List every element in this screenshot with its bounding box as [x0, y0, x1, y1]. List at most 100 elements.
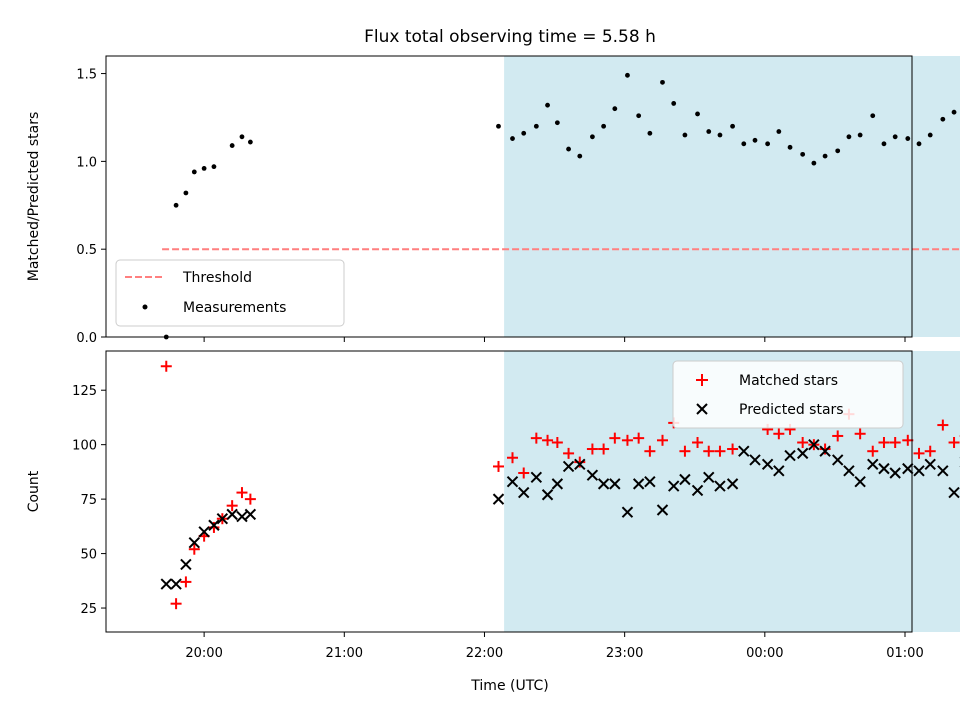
predicted-point	[208, 519, 220, 531]
predicted-point	[216, 513, 229, 525]
predicted-point	[703, 471, 715, 484]
predicted-point-b	[924, 458, 936, 470]
predicted-point	[819, 445, 831, 457]
predicted-point-b	[574, 458, 586, 470]
measurement-point	[892, 134, 898, 140]
ratio-panel: 0.0 0.5 1.0 1.5 Matched/Predicted stars Thr…	[26, 55, 960, 346]
predicted-point	[574, 458, 586, 470]
predicted-point	[530, 471, 543, 484]
predicted-point-b	[180, 558, 192, 571]
predicted-point-b	[726, 478, 739, 490]
y-tick-label: 1.5	[76, 68, 97, 83]
predicted-point-b	[832, 454, 844, 466]
matched-point	[819, 443, 831, 455]
observing-span-top	[504, 56, 960, 337]
measurement-point	[533, 123, 539, 129]
counts-y-label: Count	[26, 470, 42, 512]
predicted-point	[586, 469, 599, 481]
matched-point	[530, 432, 542, 444]
predicted-point	[854, 475, 866, 488]
measurement-point	[951, 109, 957, 115]
measurement-point	[577, 153, 583, 159]
legend-measurements-label: Measurements	[183, 300, 286, 316]
chart-title: Flux total observing time = 5.58 h	[364, 27, 656, 47]
predicted-point-b	[738, 445, 750, 457]
matched-point	[226, 500, 238, 512]
predicted-point	[784, 449, 796, 462]
matched-point	[644, 445, 656, 457]
predicted-point	[170, 578, 182, 590]
predicted-point	[188, 536, 201, 549]
predicted-point-b	[632, 478, 645, 490]
measurement-point	[173, 202, 179, 208]
measurement-point	[881, 141, 887, 147]
y-tick-label: 1.0	[76, 155, 97, 170]
x-tick-label: 23:00	[606, 646, 643, 661]
predicted-point-b	[714, 480, 726, 492]
counts-legend: Matched stars Predicted stars	[672, 360, 904, 429]
predicted-point	[796, 447, 809, 460]
matched-point	[867, 445, 879, 457]
matched-point	[937, 419, 949, 431]
legend-threshold-label: Threshold	[182, 270, 252, 286]
legend-measurements-swatch	[142, 304, 148, 310]
y-tick-label: 125	[72, 384, 97, 399]
measurement-point	[625, 72, 630, 78]
predicted-point-b	[867, 458, 879, 470]
predicted-point-b	[530, 471, 543, 484]
measurement-point	[846, 134, 852, 140]
matched-point	[492, 460, 504, 472]
predicted-point	[551, 478, 564, 490]
matched-point	[507, 452, 519, 464]
measurement-point	[940, 116, 946, 122]
ratio-x-ticks	[203, 337, 906, 342]
matched-point	[518, 467, 530, 479]
measurement-point	[247, 139, 253, 145]
measurement-point	[601, 123, 607, 129]
measurement-point	[545, 102, 550, 108]
measurement-point	[211, 164, 217, 170]
predicted-point	[506, 475, 519, 488]
predicted-point-b	[621, 506, 634, 518]
predicted-point	[878, 462, 890, 475]
predicted-point-b	[188, 536, 201, 549]
measurement-point	[916, 141, 922, 147]
matched-point	[180, 576, 192, 588]
matched-point	[727, 443, 739, 455]
matched-point	[773, 428, 785, 440]
predicted-point	[562, 460, 575, 473]
y-tick-label: 100	[72, 439, 97, 454]
y-tick-label: 50	[80, 548, 97, 563]
predicted-point-b	[170, 578, 182, 590]
predicted-point-b	[597, 478, 610, 490]
predicted-point	[843, 465, 855, 477]
predicted-point-b	[562, 460, 575, 473]
predicted-point-b	[609, 478, 621, 490]
matched-point	[208, 521, 220, 533]
predicted-point-b	[656, 504, 669, 516]
measurement-point	[822, 153, 828, 159]
y-tick-label: 0.5	[76, 243, 97, 258]
predicted-point	[761, 458, 774, 470]
ratio-y-label: Matched/Predicted stars	[26, 112, 42, 282]
measurement-point	[183, 190, 189, 196]
measurement-point	[521, 130, 527, 136]
predicted-point-b	[843, 465, 855, 477]
predicted-point	[726, 478, 739, 490]
predicted-point-b	[854, 475, 866, 488]
x-tick-label: 01:00	[886, 646, 923, 661]
ratio-frame	[105, 55, 913, 338]
predicted-point-b	[160, 578, 172, 590]
measurement-point	[776, 129, 782, 134]
measurement-point	[800, 151, 806, 157]
matched-point	[924, 445, 936, 457]
predicted-point	[714, 480, 726, 492]
measurement-point	[636, 113, 642, 119]
measurement-point	[765, 141, 771, 147]
predicted-point-b	[244, 508, 257, 521]
predicted-point	[632, 478, 645, 490]
predicted-point-b	[796, 447, 809, 460]
counts-x-ticks: 20:0021:0022:0023:0000:0001:0002:0003:00…	[185, 632, 924, 661]
y-tick-label: 0.0	[76, 331, 97, 346]
